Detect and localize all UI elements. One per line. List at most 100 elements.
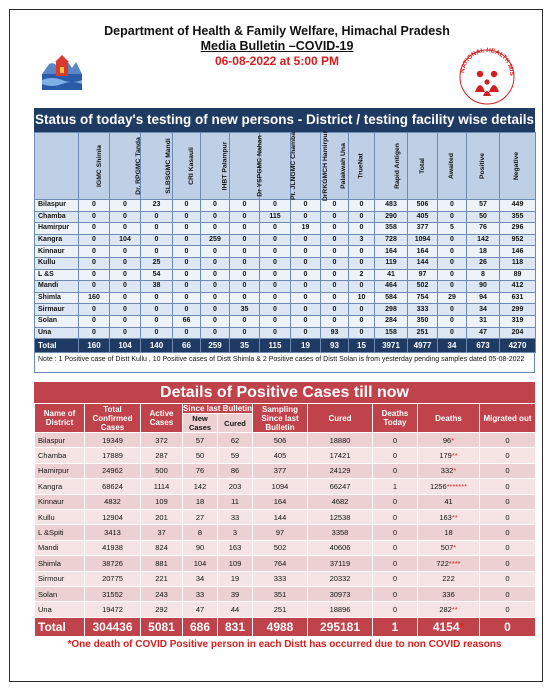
cell: 0 [78,303,110,316]
cell: 0 [172,326,201,340]
positive-row: Chamba 17889 287 50 59 405 17421 0 179** 0 [34,447,536,464]
cell-total: 68624 [84,478,141,495]
cell: 0 [437,245,467,258]
cell: 0 [172,199,201,212]
cell: 0 [172,303,201,316]
cell: 405 [407,210,438,224]
cell: 35 [229,303,260,316]
cell-dt: 1 [372,616,418,637]
cell-new: 33 [182,585,218,603]
testing-row: Mandi 0 0 38 0 0 0 0 0 0 0 464 502 0 90 412 [34,280,536,293]
cell: 0 [109,326,141,340]
cell-cured_s: 19 [217,570,253,587]
cell: 0 [290,199,321,212]
cell-sampling: 506 [252,431,308,449]
total-cell: 160 [78,338,110,354]
col-cured-since: Cured [217,413,253,433]
cell: 23 [140,199,173,212]
cell-cured: 18896 [307,601,373,618]
positive-row: Kullu 12904 201 27 33 144 12538 0 163** 0 [34,508,536,526]
cell-sampling: 333 [252,570,308,587]
cell-mig: 0 [479,447,536,464]
testing-header-row: IGMC Shimla Dr. RPGMC Tanda SLBSGMC Mandi C… [34,131,536,201]
cell: 0 [200,268,230,282]
cell: 29 [437,291,467,305]
cell: 0 [259,291,291,305]
cell-dt: 0 [372,493,418,510]
cell-sampling: 97 [252,524,308,541]
cell: 0 [109,199,141,212]
cell-deaths: 96* [417,431,480,449]
cell: 93 [320,326,349,340]
cell: 0 [320,233,349,247]
district-name: Mandi [34,280,79,293]
district-name: Kinnaur [34,493,85,510]
cell-mig: 0 [479,570,536,587]
cell: 0 [200,326,230,340]
cell: 584 [374,291,408,305]
cell-mig: 0 [479,539,536,557]
testing-row: Kinnaur 0 0 0 0 0 0 0 0 0 0 164 164 0 18 146 [34,245,536,258]
cell-total: 17889 [84,447,141,464]
cell: 0 [200,291,230,305]
cell: 0 [109,291,141,305]
cell: 0 [78,268,110,282]
cell: 0 [200,210,230,224]
cell: 0 [259,303,291,316]
cell: 0 [229,210,260,224]
cell: 142 [466,233,500,247]
cell: 144 [407,256,438,270]
asterisk-marker: ** [451,451,458,461]
col-total-confirmed: Total Confirmed Cases [84,403,141,433]
cell: 0 [259,222,291,235]
cell: 0 [200,199,230,212]
cell-cured_s: 11 [217,493,253,510]
cell: 0 [348,303,375,316]
cell-total: 24962 [84,462,141,480]
cell-mig: 0 [479,508,536,526]
department-title: Department of Health & Family Welfare, H… [104,24,450,38]
cell: 502 [407,280,438,293]
cell: 251 [407,326,438,340]
total-cell: 104 [109,338,141,354]
district-name: Chamba [34,210,79,224]
cell: 34 [466,303,500,316]
cell-active: 292 [140,601,183,618]
deaths-value: 96 [442,435,452,445]
cell-active: 1114 [140,478,183,495]
cell: 483 [374,199,408,212]
cell: 0 [437,280,467,293]
positive-section: Details of Positive Cases till now Name … [34,382,536,650]
cell: 0 [259,280,291,293]
cell-cured_s: 44 [217,601,253,618]
cell: 31 [466,314,500,328]
cell: 0 [320,314,349,328]
cell: 0 [172,233,201,247]
cell: 0 [259,314,291,328]
cell: 0 [172,268,201,282]
deaths-value: 722 [436,558,449,568]
cell: 355 [499,210,536,224]
cell: 0 [229,326,260,340]
cell-deaths: 41 [417,493,480,510]
cell: 0 [78,314,110,328]
cell-total: 304436 [84,616,141,637]
cell-sampling: 251 [252,601,308,618]
cell-active: 5081 [140,616,183,637]
district-name: Sirmaur [34,303,79,316]
district-name: Kangra [34,233,79,247]
cell-active: 287 [140,447,183,464]
testing-row: Bilaspur 0 0 23 0 0 0 0 0 0 0 483 506 0 57 449 [34,199,536,212]
cell: 0 [320,210,349,224]
district-name: Kullu [34,508,85,526]
cell: 0 [259,199,291,212]
total-cell: 34 [437,338,467,354]
cell: 0 [109,222,141,235]
cell: 0 [320,291,349,305]
col-active: Active Cases [140,403,183,433]
cell: 0 [290,245,321,258]
cell-active: 201 [140,508,183,526]
district-name: Chamba [34,447,85,464]
cell-sampling: 764 [252,555,308,572]
cell: 319 [499,314,536,328]
